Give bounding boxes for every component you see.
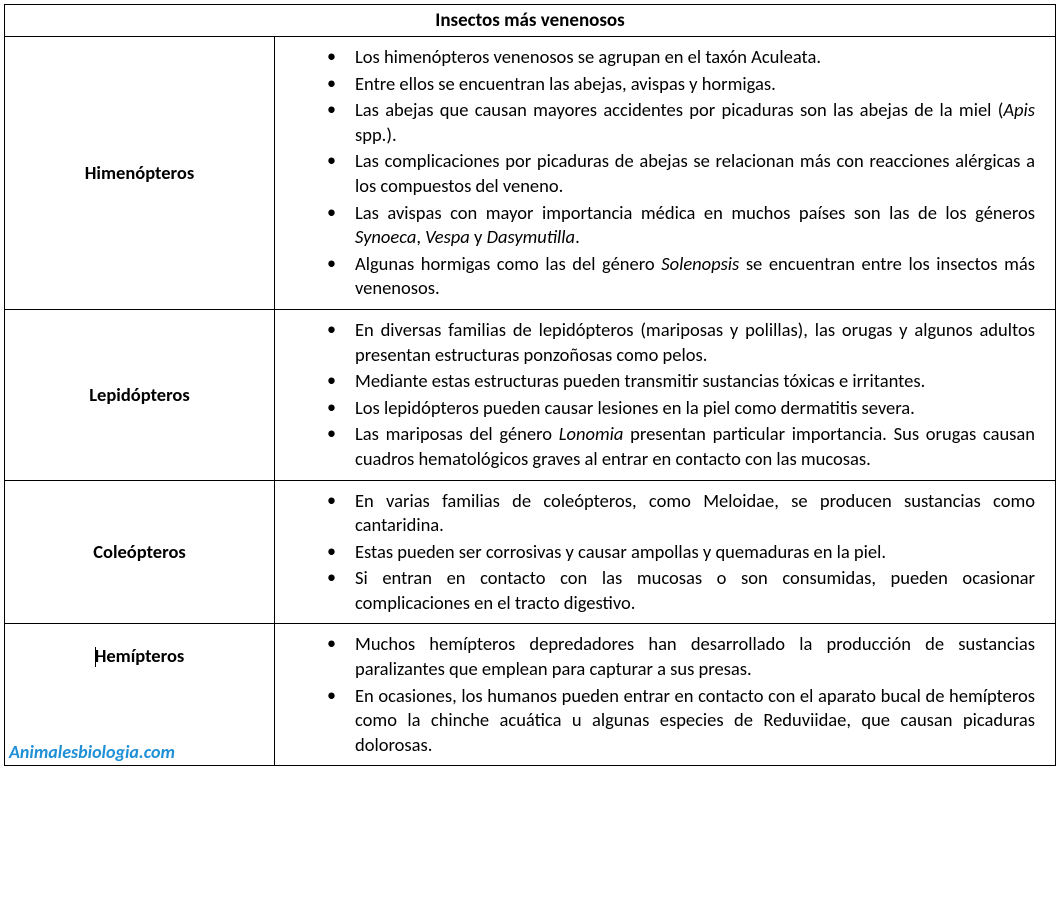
watermark: Animalesbiologia.com <box>9 741 175 763</box>
list-item: En diversas familias de lepidópteros (ma… <box>355 318 1043 367</box>
list-item: Si entran en contacto con las mucosas o … <box>355 566 1043 615</box>
table-title: Insectos más venenosos <box>5 5 1056 37</box>
table-row: Coleópteros En varias familias de coleópt… <box>5 480 1056 624</box>
table-row: Lepidópteros En diversas familias de lepi… <box>5 309 1056 480</box>
list-item: Las mariposas del género Lonomia present… <box>355 422 1043 471</box>
bullet-list: En varias familias de coleópteros, como … <box>275 489 1043 616</box>
row-content: Los himenópteros venenosos se agrupan en… <box>275 37 1056 310</box>
list-item: Entre ellos se encuentran las abejas, av… <box>355 72 1043 97</box>
row-label: Himenópteros <box>5 37 275 310</box>
list-item: Las complicaciones por picaduras de abej… <box>355 149 1043 198</box>
list-item: Muchos hemípteros depredadores han desar… <box>355 632 1043 681</box>
list-item: Las abejas que causan mayores accidentes… <box>355 98 1043 147</box>
row-label-text: Hemípteros <box>95 644 185 667</box>
row-label-text: Lepidópteros <box>89 383 190 406</box>
list-item: Estas pueden ser corrosivas y causar amp… <box>355 540 1043 565</box>
list-item: Los lepidópteros pueden causar lesiones … <box>355 396 1043 421</box>
row-content: En diversas familias de lepidópteros (ma… <box>275 309 1056 480</box>
bullet-list: Muchos hemípteros depredadores han desar… <box>275 632 1043 757</box>
list-item: En ocasiones, los humanos pueden entrar … <box>355 684 1043 758</box>
list-item: Los himenópteros venenosos se agrupan en… <box>355 45 1043 70</box>
row-content: En varias familias de coleópteros, como … <box>275 480 1056 624</box>
insects-table: Insectos más venenosos Himenópteros Los h… <box>4 4 1056 766</box>
row-label: Coleópteros <box>5 480 275 624</box>
row-label-text: Himenópteros <box>85 161 194 184</box>
row-content: Muchos hemípteros depredadores han desar… <box>275 624 1056 766</box>
row-label: Hemípteros Animalesbiologia.com <box>5 624 275 766</box>
table-row: Hemípteros Animalesbiologia.com Muchos hem… <box>5 624 1056 766</box>
list-item: En varias familias de coleópteros, como … <box>355 489 1043 538</box>
title-row: Insectos más venenosos <box>5 5 1056 37</box>
bullet-list: Los himenópteros venenosos se agrupan en… <box>275 45 1043 301</box>
list-item: Mediante estas estructuras pueden transm… <box>355 369 1043 394</box>
row-label-text: Coleópteros <box>93 540 186 563</box>
list-item: Algunas hormigas como las del género Sol… <box>355 252 1043 301</box>
list-item: Las avispas con mayor importancia médica… <box>355 201 1043 250</box>
bullet-list: En diversas familias de lepidópteros (ma… <box>275 318 1043 472</box>
row-label: Lepidópteros <box>5 309 275 480</box>
table-row: Himenópteros Los himenópteros venenosos s… <box>5 37 1056 310</box>
